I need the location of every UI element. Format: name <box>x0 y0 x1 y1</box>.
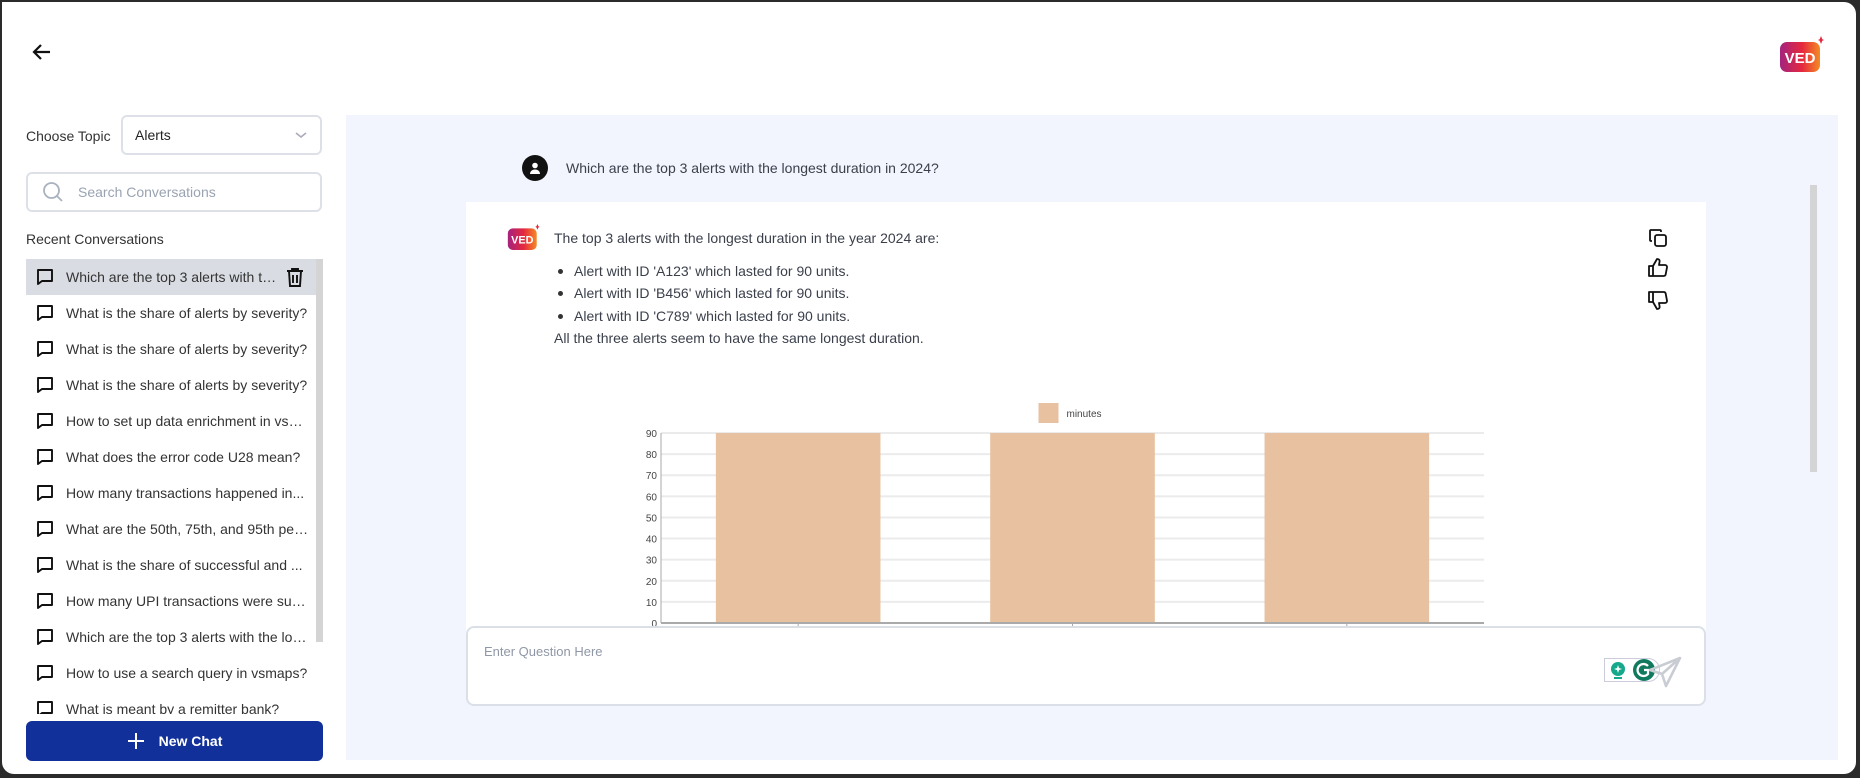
choose-topic-label: Choose Topic <box>26 128 111 144</box>
y-tick-label: 30 <box>646 556 658 567</box>
new-chat-label: New Chat <box>158 733 223 749</box>
chat-bubble-icon <box>37 701 53 714</box>
conversation-item[interactable]: What is meant by a remitter bank? <box>26 691 316 714</box>
conversation-title: How to set up data enrichment in vsmaps? <box>66 413 310 429</box>
answer-bullet: Alert with ID 'B456' which lasted for 90… <box>554 282 939 305</box>
chat-panel: Which are the top 3 alerts with the long… <box>346 115 1838 760</box>
conversation-title: What is the share of alerts by severity? <box>66 305 308 321</box>
y-tick-label: 40 <box>646 535 658 546</box>
conversation-title: What are the 50th, 75th, and 95th percen… <box>66 521 310 537</box>
user-question-text: Which are the top 3 alerts with the long… <box>566 160 939 176</box>
chat-bubble-icon <box>37 665 53 681</box>
conversation-title: What is the share of successful and ... <box>66 557 303 573</box>
y-tick-label: 50 <box>646 513 658 524</box>
conversation-item[interactable]: How to set up data enrichment in vsmaps? <box>26 403 316 439</box>
chat-bubble-icon <box>37 449 53 465</box>
y-tick-label: 60 <box>646 492 658 503</box>
conversation-title: Which are the top 3 alerts with the long… <box>66 629 310 645</box>
conversation-title: What does the error code U28 mean? <box>66 449 301 465</box>
conversation-item[interactable]: How many transactions happened in... <box>26 475 316 511</box>
bot-response-card: VED The top 3 alerts with the longest du… <box>466 202 1706 642</box>
conversation-title: How many UPI transactions were successfu… <box>66 593 310 609</box>
send-icon[interactable] <box>1646 652 1686 692</box>
conversation-title: What is the share of alerts by severity? <box>66 377 308 393</box>
conversation-item[interactable]: How many UPI transactions were successfu… <box>26 583 316 619</box>
bar-B456 <box>990 433 1155 623</box>
answer-summary: All the three alerts seem to have the sa… <box>554 330 924 346</box>
chat-bubble-icon <box>37 485 53 501</box>
duration-bar-chart: 0 10 20 30 40 50 60 70 80 90 minutes <box>646 403 1484 630</box>
chat-bubble-icon <box>37 521 53 537</box>
chat-bubble-icon <box>37 593 53 609</box>
conversation-item[interactable]: What is the share of alerts by severity? <box>26 367 316 403</box>
conversation-title: What is the share of alerts by severity? <box>66 341 308 357</box>
svg-text:VED: VED <box>1785 50 1816 67</box>
bar-A123 <box>715 433 881 623</box>
svg-text:VED: VED <box>511 235 533 247</box>
topic-selected-value: Alerts <box>135 127 171 143</box>
conversation-title: How to use a search query in vsmaps? <box>66 665 308 681</box>
conversation-title: What is meant by a remitter bank? <box>66 701 280 714</box>
delete-trash-icon[interactable] <box>286 267 304 287</box>
chat-bubble-icon <box>37 269 53 285</box>
user-message: Which are the top 3 alerts with the long… <box>522 155 939 181</box>
conversation-item[interactable]: What is the share of alerts by severity? <box>26 331 316 367</box>
chat-scrollbar[interactable] <box>1810 185 1817 472</box>
y-tick-label: 10 <box>646 598 658 609</box>
chat-bubble-icon <box>37 305 53 321</box>
conversation-list: Which are the top 3 alerts with the long… <box>26 259 316 714</box>
search-icon <box>43 182 63 202</box>
y-tick-label: 80 <box>646 450 658 461</box>
conversation-item[interactable]: What does the error code U28 mean? <box>26 439 316 475</box>
y-tick-label: 20 <box>646 577 658 588</box>
new-chat-button[interactable]: New Chat <box>26 721 323 761</box>
conversation-item[interactable]: Which are the top 3 alerts with the long… <box>26 259 316 295</box>
chat-bubble-icon <box>37 629 53 645</box>
back-arrow-icon[interactable] <box>30 40 54 64</box>
bot-response-text: The top 3 alerts with the longest durati… <box>554 227 939 350</box>
conversation-title: Which are the top 3 alerts with the long… <box>66 269 280 285</box>
legend-swatch <box>1038 403 1059 423</box>
recent-conversations-label: Recent Conversations <box>26 231 164 247</box>
answer-intro: The top 3 alerts with the longest durati… <box>554 230 940 246</box>
conversation-item[interactable]: What are the 50th, 75th, and 95th percen… <box>26 511 316 547</box>
thumbs-up-icon[interactable] <box>1646 256 1670 280</box>
sidebar-scrollbar[interactable] <box>316 259 323 642</box>
conversation-title: How many transactions happened in... <box>66 485 305 501</box>
ved-logo: VED <box>1780 36 1824 72</box>
answer-bullet: Alert with ID 'C789' which lasted for 90… <box>554 305 939 328</box>
chat-bubble-icon <box>37 377 53 393</box>
plus-icon <box>127 733 144 749</box>
conversation-item[interactable]: What is the share of alerts by severity? <box>26 295 316 331</box>
answer-list: Alert with ID 'A123' which lasted for 90… <box>554 260 939 328</box>
thumbs-down-icon[interactable] <box>1646 288 1670 312</box>
conversation-item[interactable]: What is the share of successful and ... <box>26 547 316 583</box>
chevron-down-icon <box>295 132 307 139</box>
question-input-box[interactable] <box>466 626 1706 706</box>
user-avatar-icon <box>522 155 548 181</box>
bot-avatar-icon: VED <box>507 224 540 250</box>
y-tick-label: 70 <box>646 471 658 482</box>
lightbulb-icon <box>1611 662 1625 679</box>
bar-C789 <box>1264 433 1430 623</box>
y-tick-label: 90 <box>646 429 658 440</box>
chat-bubble-icon <box>37 557 53 573</box>
conversation-item[interactable]: Which are the top 3 alerts with the long… <box>26 619 316 655</box>
answer-bullet: Alert with ID 'A123' which lasted for 90… <box>554 260 939 283</box>
chat-bubble-icon <box>37 413 53 429</box>
topic-dropdown[interactable]: Alerts <box>121 115 322 155</box>
copy-icon[interactable] <box>1646 226 1670 250</box>
chat-bubble-icon <box>37 341 53 357</box>
grammarly-icon <box>1633 659 1655 681</box>
conversation-item[interactable]: How to use a search query in vsmaps? <box>26 655 316 691</box>
search-input[interactable] <box>78 184 298 200</box>
question-input[interactable] <box>484 644 1584 684</box>
legend-label: minutes <box>1067 409 1102 420</box>
search-box[interactable] <box>26 172 322 212</box>
y-tick-label: 0 <box>651 619 657 630</box>
